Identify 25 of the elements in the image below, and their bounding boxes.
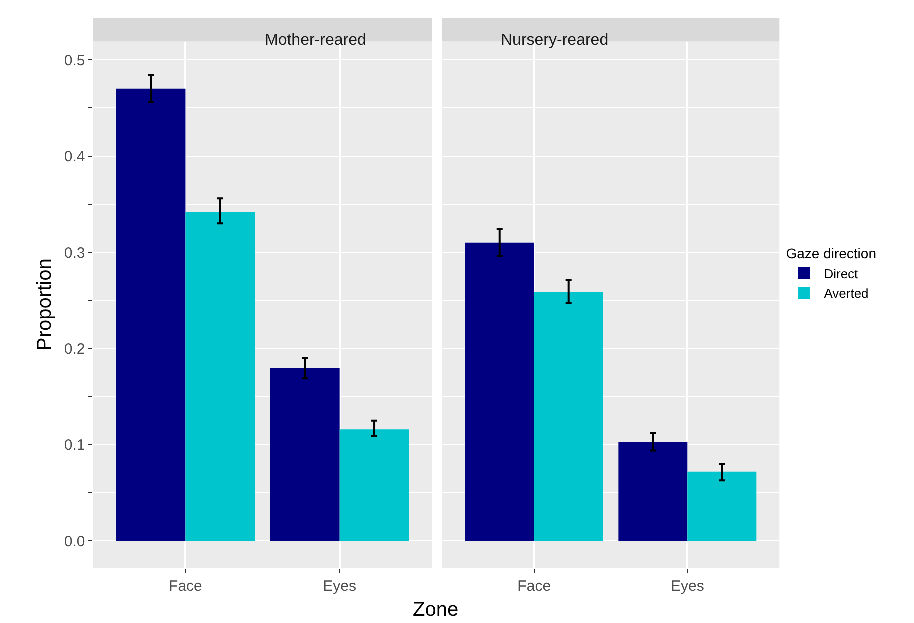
bar	[465, 242, 534, 542]
x-tick-label: Face	[518, 578, 552, 596]
y-tick-label: 0.3	[64, 244, 86, 262]
y-tick-label: 0.0	[64, 533, 86, 550]
bar	[270, 368, 340, 542]
y-tick-label: 0.5	[64, 52, 86, 70]
y-tick-label: 0.2	[64, 341, 86, 358]
bar	[534, 292, 604, 542]
y-tick-label: 0.4	[64, 148, 86, 166]
bar	[618, 442, 688, 542]
chart-title: Nursery-reared	[501, 32, 609, 49]
y-tick-label: 0.1	[64, 437, 86, 454]
bar	[116, 88, 186, 542]
bar	[688, 472, 757, 542]
x-tick-label: Face	[169, 578, 202, 596]
legend-label: Direct	[824, 266, 859, 282]
x-tick-label: Eyes	[323, 578, 357, 596]
legend-title: Gaze direction	[786, 245, 876, 262]
bar	[340, 430, 410, 542]
bar	[186, 212, 256, 542]
x-tick-label: Eyes	[670, 578, 704, 596]
chart-title: Mother-reared	[265, 32, 366, 49]
y-axis-title: Proportion	[34, 258, 56, 351]
legend-label: Averted	[824, 286, 869, 302]
x-axis-title: Zone	[413, 599, 459, 621]
